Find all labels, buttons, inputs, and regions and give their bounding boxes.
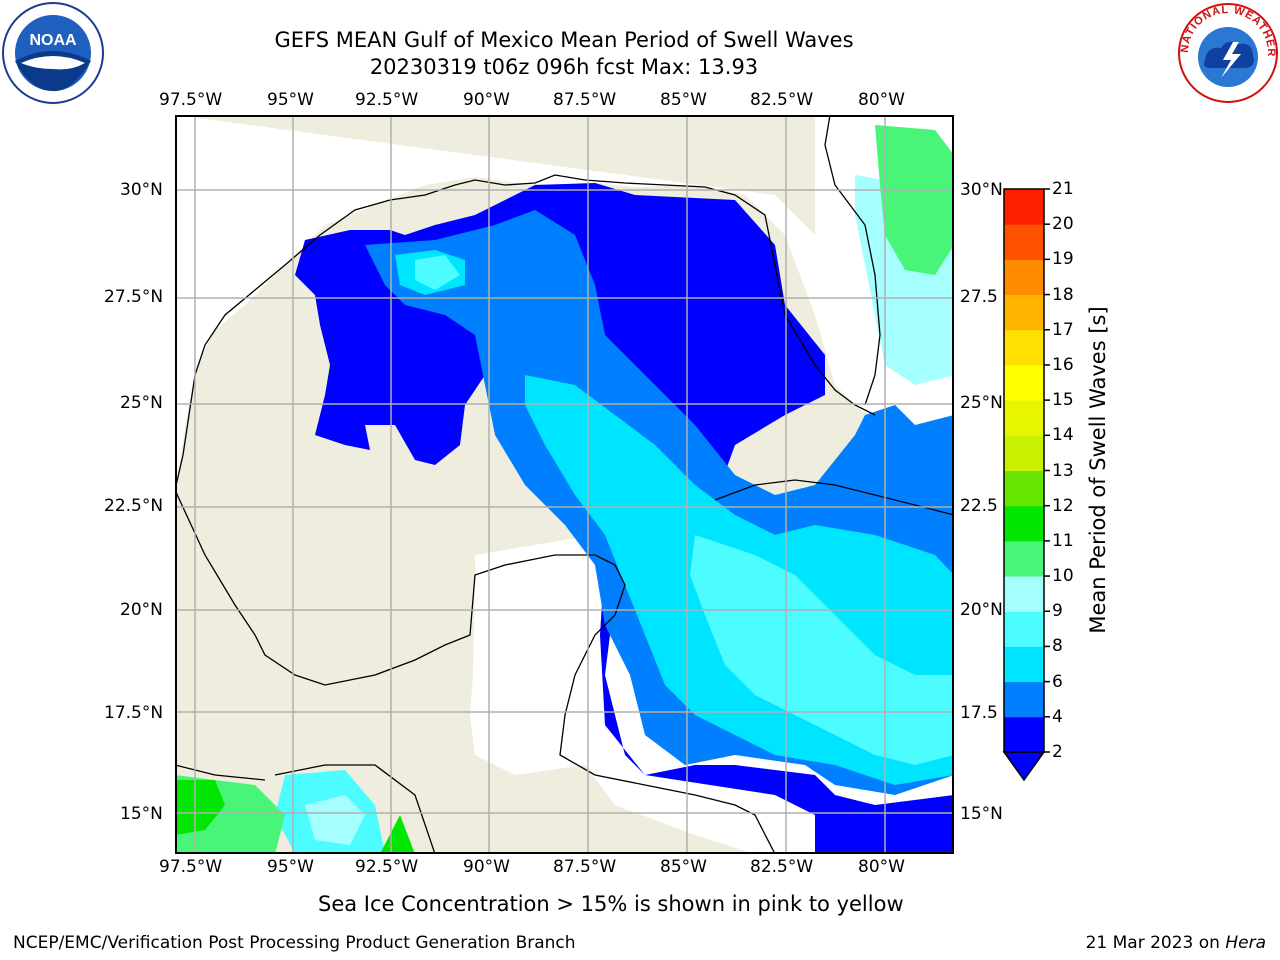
colorbar-tick-label: 11 bbox=[1052, 530, 1074, 551]
lat-label-right: 27.5 bbox=[960, 287, 998, 307]
gridlines bbox=[175, 115, 954, 854]
colorbar-tick-label: 6 bbox=[1052, 671, 1063, 692]
colorbar-band bbox=[1004, 681, 1044, 718]
lat-label-left: 22.5°N bbox=[104, 496, 164, 516]
colorbar-band bbox=[1004, 435, 1044, 471]
colorbar-tick-label: 9 bbox=[1052, 601, 1063, 622]
chart-subtitle: 20230319 t06z 096h fcst Max: 13.93 bbox=[369, 55, 759, 79]
lon-label-bottom: 80°W bbox=[858, 857, 905, 877]
footer-right: 21 Mar 2023 on Hera bbox=[1086, 933, 1266, 953]
nws-logo: NATIONAL WEATHER SERVICE bbox=[1177, 2, 1278, 103]
colorbar-band bbox=[1004, 400, 1044, 436]
lat-label-left: 27.5°N bbox=[104, 287, 164, 307]
lon-label-bottom: 82.5°W bbox=[750, 857, 814, 877]
lat-label-right: 15°N bbox=[960, 804, 1003, 824]
lon-label-bottom: 90°W bbox=[463, 857, 510, 877]
lat-label-right: 22.5 bbox=[960, 496, 998, 516]
colorbar-band bbox=[1004, 611, 1044, 647]
noaa-logo-text: NOAA bbox=[29, 32, 77, 49]
lon-label-top: 97.5°W bbox=[159, 90, 223, 110]
colorbar-band bbox=[1004, 189, 1044, 225]
colorbar-tick-label: 14 bbox=[1052, 425, 1074, 446]
lat-label-left: 17.5°N bbox=[104, 703, 164, 723]
noaa-logo: NOAA bbox=[2, 2, 104, 104]
lon-label-bottom: 92.5°W bbox=[355, 857, 419, 877]
lon-label-top: 85°W bbox=[660, 90, 707, 110]
lon-label-top: 87.5°W bbox=[553, 90, 617, 110]
colorbar-tick-label: 19 bbox=[1052, 249, 1074, 270]
lat-label-left: 30°N bbox=[120, 180, 163, 200]
coastlines bbox=[175, 115, 954, 854]
lon-label-top: 95°W bbox=[267, 90, 314, 110]
colorbar-tick-label: 4 bbox=[1052, 706, 1063, 727]
lon-label-top: 92.5°W bbox=[355, 90, 419, 110]
colorbar-band bbox=[1004, 716, 1044, 753]
colorbar-tick-label: 13 bbox=[1052, 460, 1074, 481]
colorbar-band bbox=[1004, 470, 1044, 507]
lat-label-left: 15°N bbox=[120, 804, 163, 824]
colorbar-band bbox=[1004, 540, 1044, 577]
lon-label-bottom: 87.5°W bbox=[553, 857, 617, 877]
colorbar-extend-triangle bbox=[1002, 751, 1046, 782]
lon-label-top: 90°W bbox=[463, 90, 510, 110]
lon-label-bottom: 97.5°W bbox=[159, 857, 223, 877]
colorbar-tick-label: 20 bbox=[1052, 214, 1074, 235]
lon-label-top: 82.5°W bbox=[750, 90, 814, 110]
colorbar-band bbox=[1004, 364, 1044, 401]
lon-label-bottom: 85°W bbox=[660, 857, 707, 877]
swell-8-9-lightcyan bbox=[275, 255, 954, 854]
colorbar-tick-label: 2 bbox=[1052, 742, 1063, 762]
lat-label-right: 17.5 bbox=[960, 703, 998, 723]
lat-label-right: 20°N bbox=[960, 600, 1003, 620]
lat-label-right: 25°N bbox=[960, 393, 1003, 413]
colorbar-band bbox=[1004, 329, 1044, 366]
lat-label-left: 20°N bbox=[120, 600, 163, 620]
colorbar-tick-label: 21 bbox=[1052, 179, 1074, 199]
colorbar-label: Mean Period of Swell Waves [s] bbox=[1086, 306, 1110, 634]
chart-title: GEFS MEAN Gulf of Mexico Mean Period of … bbox=[274, 28, 854, 52]
colorbar-tick-label: 10 bbox=[1052, 566, 1074, 587]
colorbar-tick-label: 12 bbox=[1052, 495, 1074, 516]
colorbar-tick-label: 8 bbox=[1052, 636, 1063, 657]
colorbar-tick-label: 15 bbox=[1052, 390, 1074, 411]
colorbar-band bbox=[1004, 505, 1044, 542]
sea-ice-note: Sea Ice Concentration > 15% is shown in … bbox=[318, 892, 904, 916]
colorbar-tick-label: 17 bbox=[1052, 319, 1074, 340]
colorbar-band bbox=[1004, 224, 1044, 260]
colorbar bbox=[1002, 188, 1050, 782]
footer-date: 21 Mar 2023 on bbox=[1085, 933, 1226, 953]
colorbar-tick-label: 18 bbox=[1052, 284, 1074, 305]
lat-label-left: 25°N bbox=[120, 393, 163, 413]
footer-host: Hera bbox=[1225, 933, 1266, 953]
lon-label-bottom: 95°W bbox=[267, 857, 314, 877]
colorbar-band bbox=[1004, 576, 1044, 612]
footer-left: NCEP/EMC/Verification Post Processing Pr… bbox=[13, 933, 576, 953]
map-panel bbox=[175, 115, 954, 854]
lon-label-top: 80°W bbox=[858, 90, 905, 110]
colorbar-band bbox=[1004, 259, 1044, 296]
colorbar-band bbox=[1004, 294, 1044, 331]
lat-label-right: 30°N bbox=[960, 180, 1003, 200]
colorbar-tick-label: 16 bbox=[1052, 354, 1074, 375]
colorbar-band bbox=[1004, 646, 1044, 683]
map-frame bbox=[175, 115, 954, 854]
